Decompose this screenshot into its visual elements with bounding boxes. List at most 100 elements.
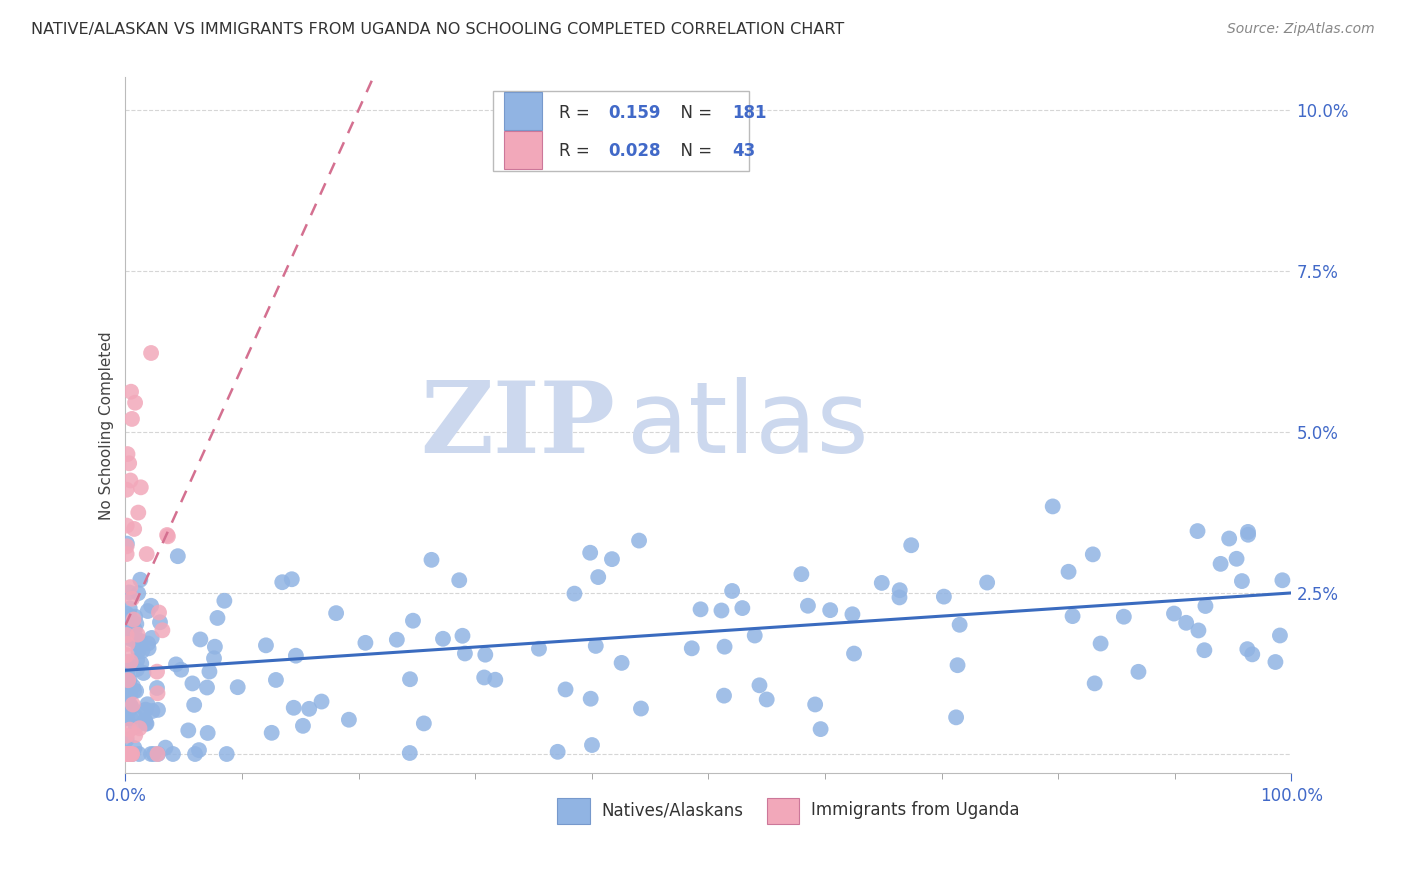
Point — [1057, 565, 1080, 579]
Point — [120, 711, 142, 725]
Point — [115, 655, 138, 669]
Point — [118, 687, 141, 701]
Point — [195, 681, 218, 695]
Point — [115, 536, 138, 550]
Point — [731, 601, 754, 615]
Point — [115, 732, 138, 747]
Point — [115, 483, 138, 497]
Point — [385, 632, 408, 647]
Point — [585, 639, 607, 653]
Point — [129, 480, 152, 494]
Point — [432, 632, 454, 646]
Point — [120, 474, 142, 488]
Point — [146, 665, 169, 679]
Point — [136, 698, 159, 712]
Point — [115, 669, 138, 683]
Point — [226, 680, 249, 694]
Point — [610, 656, 633, 670]
Point — [117, 447, 139, 461]
Point — [204, 640, 226, 654]
Point — [129, 633, 152, 648]
Point — [115, 747, 138, 761]
Point — [260, 726, 283, 740]
Point — [115, 518, 138, 533]
Point — [127, 506, 149, 520]
Point — [804, 698, 827, 712]
Point — [121, 591, 143, 606]
Point — [122, 684, 145, 698]
Point — [134, 703, 156, 717]
Point — [118, 723, 141, 737]
Point — [721, 584, 744, 599]
Point — [118, 585, 141, 599]
Point — [298, 702, 321, 716]
Point — [283, 700, 305, 714]
Point — [946, 658, 969, 673]
Point — [1237, 527, 1260, 541]
Point — [115, 665, 138, 680]
Bar — [505, 130, 541, 169]
Point — [122, 679, 145, 693]
Point — [1081, 547, 1104, 561]
Point — [214, 593, 236, 607]
Point — [124, 709, 146, 723]
Point — [325, 606, 347, 620]
Point — [125, 684, 148, 698]
Point — [120, 580, 142, 594]
Point — [117, 747, 139, 761]
Point — [127, 653, 149, 667]
Point — [1236, 642, 1258, 657]
Point — [420, 553, 443, 567]
Point — [124, 609, 146, 624]
Point — [810, 722, 832, 736]
Point — [118, 673, 141, 687]
Point — [254, 638, 277, 652]
Text: R =: R = — [560, 104, 595, 122]
Point — [121, 747, 143, 761]
Point — [1194, 643, 1216, 657]
Point — [141, 704, 163, 718]
Point — [474, 648, 496, 662]
Point — [122, 522, 145, 536]
Point — [118, 688, 141, 702]
Point — [135, 703, 157, 717]
Point — [124, 395, 146, 409]
Point — [115, 671, 138, 685]
Point — [170, 663, 193, 677]
Point — [115, 624, 138, 638]
Point — [115, 628, 138, 642]
Text: NATIVE/ALASKAN VS IMMIGRANTS FROM UGANDA NO SCHOOLING COMPLETED CORRELATION CHAR: NATIVE/ALASKAN VS IMMIGRANTS FROM UGANDA… — [31, 22, 844, 37]
Text: R =: R = — [560, 143, 595, 161]
Point — [115, 648, 138, 662]
Text: 0.028: 0.028 — [609, 143, 661, 161]
Point — [120, 632, 142, 646]
Point — [198, 665, 221, 679]
Point — [117, 685, 139, 699]
Point — [1225, 551, 1247, 566]
Point — [472, 670, 495, 684]
Point — [162, 747, 184, 761]
Point — [136, 604, 159, 618]
Point — [115, 617, 138, 632]
Text: Natives/Alaskans: Natives/Alaskans — [602, 801, 744, 819]
Point — [127, 644, 149, 658]
Bar — [557, 797, 589, 824]
Point — [141, 631, 163, 645]
Point — [146, 703, 169, 717]
Point — [115, 539, 138, 553]
Point — [121, 412, 143, 426]
Point — [125, 662, 148, 676]
Point — [122, 613, 145, 627]
Bar — [766, 797, 800, 824]
Text: N =: N = — [671, 104, 717, 122]
Point — [932, 590, 955, 604]
Point — [117, 637, 139, 651]
Point — [354, 636, 377, 650]
Point — [128, 639, 150, 653]
Text: ZIP: ZIP — [420, 377, 616, 474]
Point — [156, 528, 179, 542]
Point — [127, 627, 149, 641]
Point — [197, 726, 219, 740]
Point — [129, 634, 152, 648]
Point — [121, 698, 143, 712]
